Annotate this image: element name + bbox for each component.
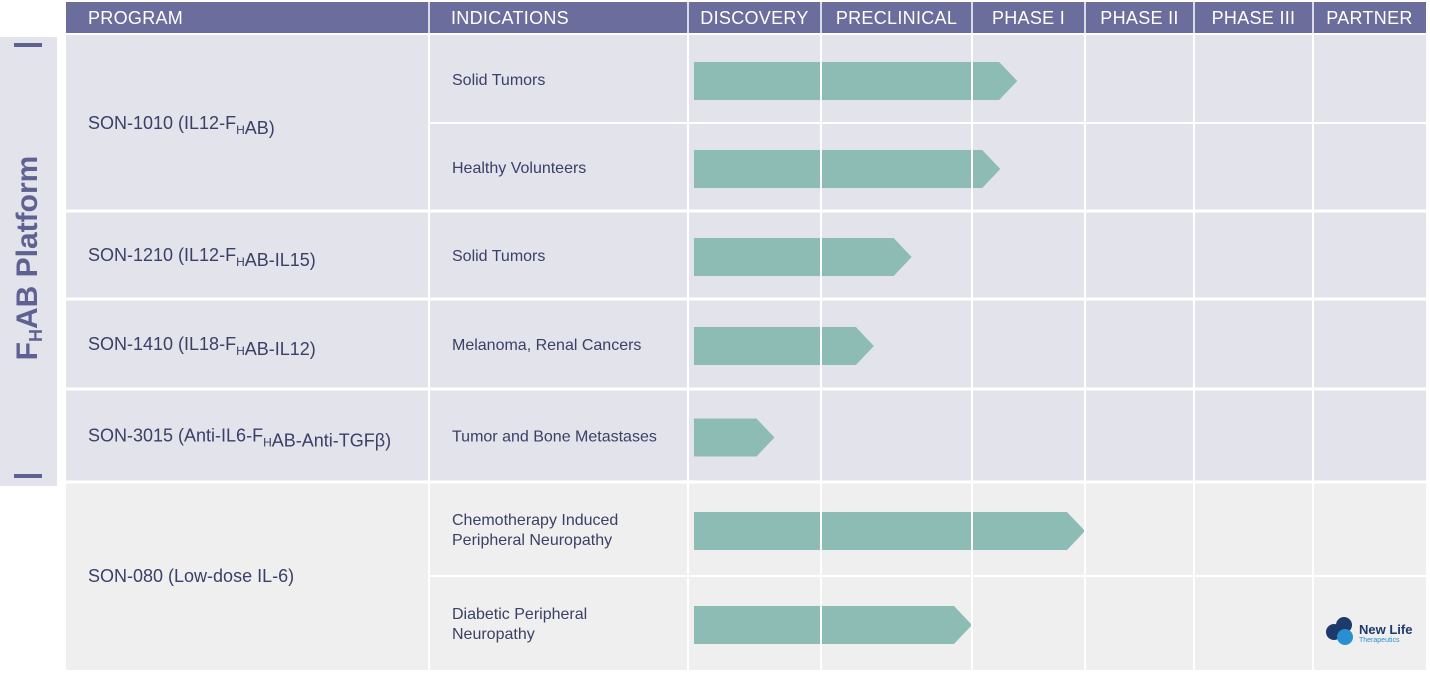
- indication-label: Diabetic Peripheral Neuropathy: [452, 606, 587, 643]
- sidebar-bottom-tick: [14, 474, 42, 478]
- progress-arrow: [694, 512, 1085, 550]
- platform-sidebar: [0, 37, 57, 486]
- progress-arrow: [694, 62, 1018, 100]
- partner-logo-subtitle: Therapeutics: [1359, 637, 1400, 644]
- progress-arrow: [694, 327, 874, 365]
- indication-label: Solid Tumors: [452, 72, 545, 89]
- three-circles-logo-icon: [1326, 617, 1353, 645]
- program-name: SON-1410 (IL18-FHAB-IL12): [88, 334, 316, 359]
- progress-arrow: [694, 606, 972, 644]
- program-name: SON-3015 (Anti-IL6-FHAB-Anti-TGFβ): [88, 426, 391, 451]
- program-name: SON-1210 (IL12-FHAB-IL15): [88, 245, 316, 270]
- progress-arrow: [694, 238, 912, 276]
- indication-label: Solid Tumors: [452, 248, 545, 265]
- column-header-partner: PARTNER: [1326, 8, 1412, 28]
- column-header-program: PROGRAM: [88, 8, 183, 28]
- column-header-indications: INDICATIONS: [451, 8, 569, 28]
- partner-logo-name: New Life: [1359, 622, 1413, 637]
- indication-label: Healthy Volunteers: [452, 160, 586, 177]
- progress-arrow: [694, 150, 1001, 188]
- sidebar-top-tick: [14, 43, 42, 47]
- indication-label: Chemotherapy Induced Peripheral Neuropath…: [452, 512, 618, 549]
- column-header-phase-i: PHASE I: [992, 8, 1065, 28]
- partner-logo: New Life Therapeutics: [1325, 613, 1417, 649]
- column-header-phase-iii: PHASE III: [1212, 8, 1296, 28]
- program-name: SON-1010 (IL12-FHAB): [88, 113, 275, 138]
- column-header-preclinical: PRECLINICAL: [836, 8, 957, 28]
- indication-label: Melanoma, Renal Cancers: [452, 337, 641, 354]
- program-name: SON-080 (Low-dose IL-6): [88, 566, 294, 586]
- indication-label: Tumor and Bone Metastases: [452, 429, 657, 446]
- column-header-discovery: DISCOVERY: [700, 8, 808, 28]
- progress-arrow: [694, 418, 775, 457]
- header-band: [66, 2, 1426, 33]
- column-header-phase-ii: PHASE II: [1100, 8, 1178, 28]
